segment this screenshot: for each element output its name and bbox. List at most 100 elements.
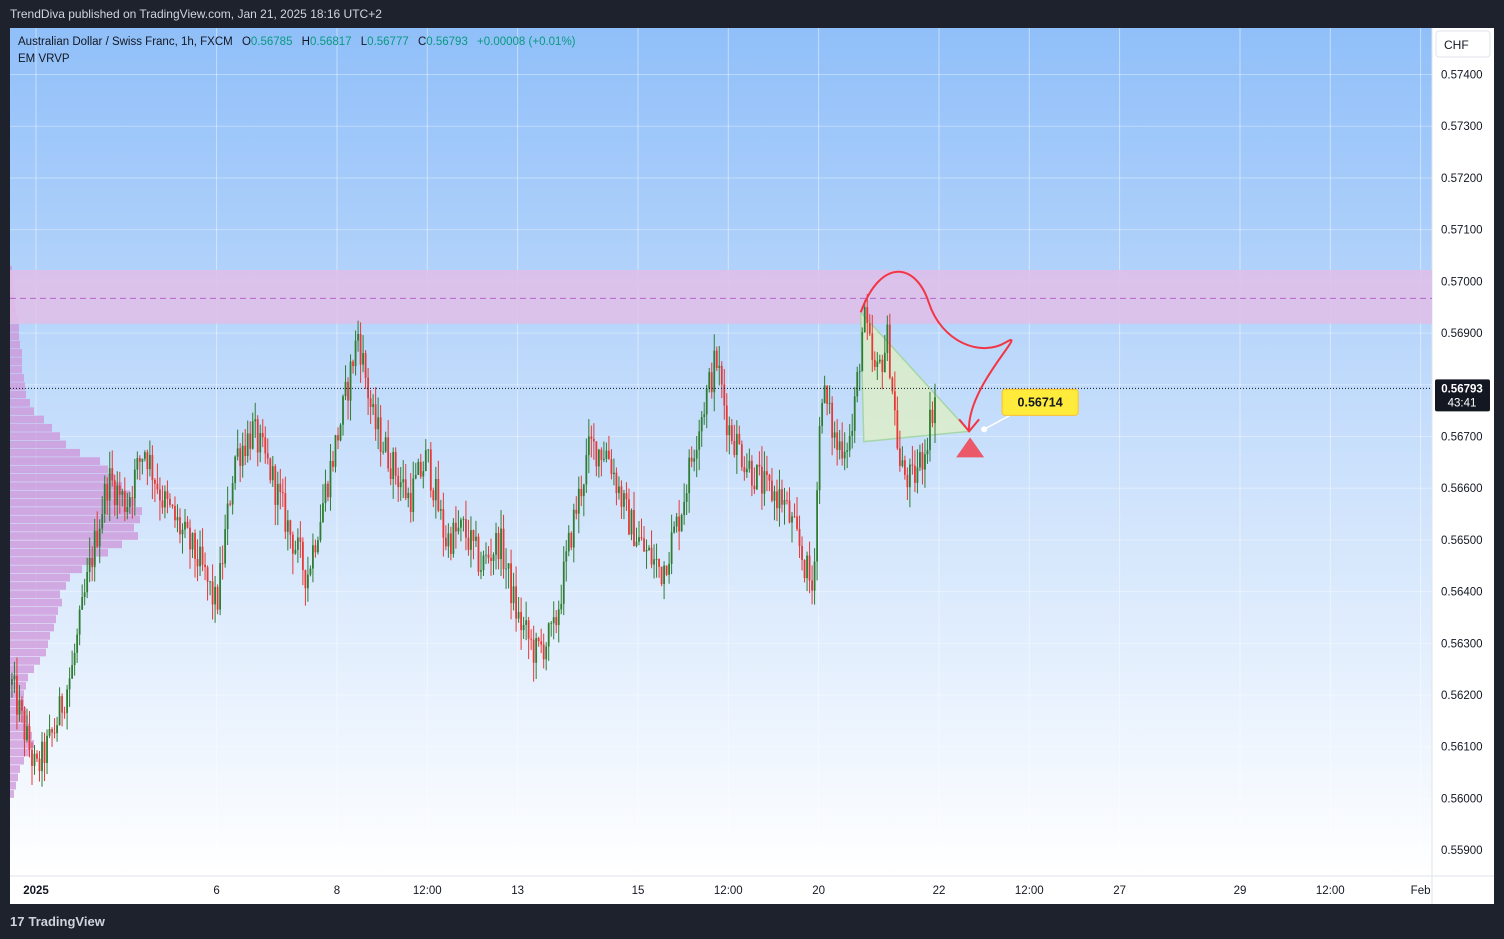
time-tick-label: 12:00 <box>1015 885 1044 897</box>
candle-body <box>517 611 520 619</box>
candle-body <box>194 533 196 559</box>
candle-body <box>41 741 43 772</box>
candle-body <box>610 459 613 475</box>
candle-body <box>86 571 89 593</box>
volume-profile-bar <box>10 781 16 790</box>
candle-body <box>206 567 209 582</box>
candle-body <box>339 424 342 441</box>
volume-profile-bar <box>10 706 26 715</box>
candle-body <box>43 741 46 763</box>
candle-body <box>883 352 886 372</box>
candle-body <box>725 405 728 436</box>
candle-body <box>826 385 829 404</box>
candle-body <box>665 565 668 575</box>
candle-body <box>801 545 803 561</box>
time-axis[interactable]: 2025 6 8 12:00 13 15 12:00 20 22 12:00 27 29 12:00 Fe… <box>23 885 1430 897</box>
tradingview-logo-text: TradingView <box>28 914 105 929</box>
plot-background <box>10 28 1432 876</box>
candle-body <box>294 549 297 554</box>
svg-text:Australian Dollar / Swiss Fran: Australian Dollar / Swiss Franc, 1h, FXC… <box>18 36 576 48</box>
candle-body <box>103 483 106 515</box>
candle-body <box>698 431 701 450</box>
candle-body <box>359 334 362 365</box>
candle-body <box>81 597 84 610</box>
price-tick-label: 0.57000 <box>1441 276 1483 288</box>
legend-c-label: C <box>418 36 426 48</box>
candle-body <box>585 455 588 485</box>
candle-body <box>113 480 116 506</box>
candle-body <box>452 522 455 554</box>
volume-profile-bar <box>10 656 40 665</box>
candle-body <box>497 533 500 560</box>
volume-profile-bar <box>10 548 108 557</box>
price-chart[interactable]: 0.57400 0.57300 0.57200 0.57100 0.57000 0.569… <box>10 28 1494 904</box>
candle-body <box>520 611 523 631</box>
candle-body <box>495 533 497 555</box>
candle-body <box>567 532 570 552</box>
time-tick-label: 2025 <box>23 885 49 897</box>
time-tick-label: 6 <box>213 885 219 897</box>
candle-body <box>858 371 861 373</box>
candle-body <box>485 554 487 556</box>
candle-body <box>201 546 204 565</box>
candle-body <box>394 451 397 476</box>
candle-body <box>798 528 801 546</box>
volume-profile-bar <box>10 648 46 657</box>
candle-body <box>658 559 660 567</box>
candle-body <box>226 503 229 530</box>
candle-body <box>317 540 319 553</box>
candle-body <box>630 510 633 535</box>
target-badge-leader <box>983 414 1011 430</box>
candle-body <box>239 448 242 466</box>
candle-body <box>138 458 141 462</box>
candle-body <box>372 404 375 407</box>
candle-body <box>480 570 482 572</box>
volume-profile-bar <box>10 507 142 515</box>
candle-body <box>708 372 711 389</box>
candle-body <box>761 466 763 494</box>
volume-profile-bar <box>10 740 34 748</box>
candle-body <box>219 563 222 610</box>
candle-body <box>196 558 199 567</box>
legend-change: +0.00008 (+0.01%) <box>477 36 576 48</box>
candle-body <box>462 519 465 520</box>
candle-body <box>304 570 307 589</box>
candle-body <box>545 646 548 660</box>
tradingview-logo[interactable]: 17 TradingView <box>10 914 105 929</box>
candle-body <box>650 547 653 565</box>
volume-profile-bar <box>10 773 18 782</box>
candle-body <box>841 441 844 459</box>
candle-body <box>645 549 648 552</box>
candle-body <box>18 700 21 715</box>
candle-body <box>291 534 294 554</box>
chart-panel[interactable]: 0.57400 0.57300 0.57200 0.57100 0.57000 0.569… <box>10 28 1494 904</box>
candle-body <box>851 430 854 436</box>
candle-body <box>221 563 224 564</box>
candle-body <box>28 726 31 750</box>
candle-body <box>126 507 129 512</box>
candle-body <box>48 729 51 736</box>
volume-profile-bar <box>10 498 136 507</box>
candle-body <box>753 485 756 490</box>
candle-body <box>522 624 525 631</box>
candle-body <box>818 425 821 491</box>
candle-body <box>740 444 743 468</box>
candle-body <box>743 467 746 473</box>
candle-body <box>66 689 69 713</box>
candle-body <box>903 460 906 475</box>
candle-body <box>307 574 309 589</box>
currency-button[interactable]: CHF <box>1435 30 1491 58</box>
candle-body <box>628 499 630 535</box>
candle-body <box>439 509 442 511</box>
legend-l-label: L <box>361 36 368 48</box>
candle-body <box>171 504 174 507</box>
candle-body <box>590 436 593 439</box>
candle-body <box>816 490 818 562</box>
candle-body <box>582 484 585 497</box>
price-tick-label: 0.57300 <box>1441 121 1483 133</box>
volume-profile-bar <box>10 598 62 607</box>
candle-body <box>151 455 154 480</box>
candle-body <box>46 735 48 763</box>
candle-body <box>643 538 645 552</box>
candle-body <box>602 458 605 460</box>
